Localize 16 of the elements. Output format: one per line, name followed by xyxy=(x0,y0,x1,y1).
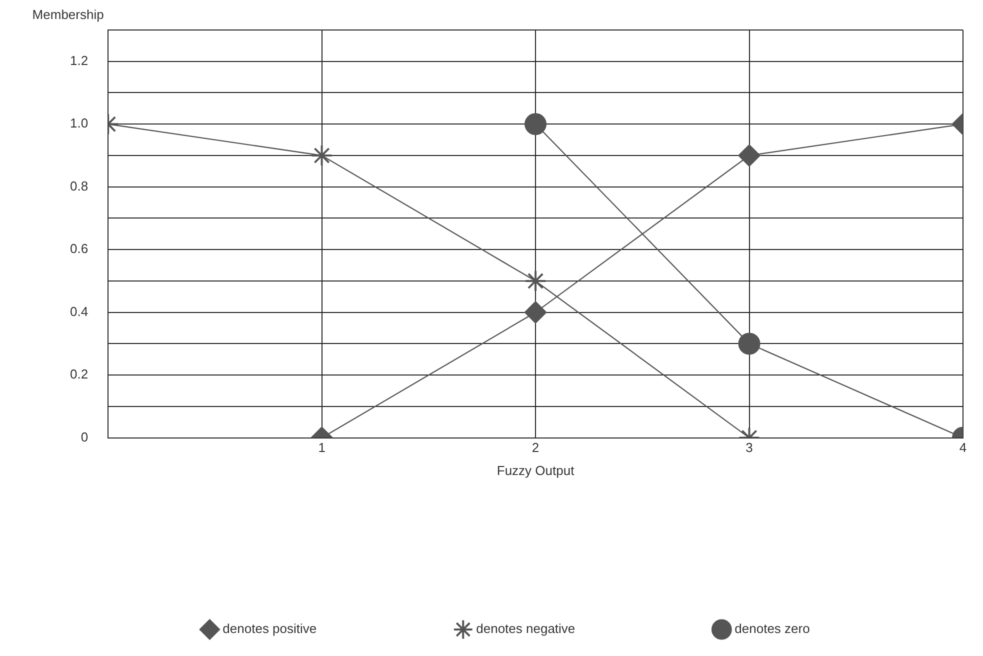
x-tick-label: 3 xyxy=(746,440,753,456)
x-axis-title: Fuzzy Output xyxy=(496,462,575,478)
legend-label: denotes positive xyxy=(222,621,317,636)
x-tick-label: 1 xyxy=(318,440,326,456)
y-tick-label: 1.0 xyxy=(70,116,88,131)
y-tick-label: 0.6 xyxy=(70,241,88,256)
y-axis-title: Membership xyxy=(32,7,104,22)
legend-label: denotes negative xyxy=(476,621,576,636)
x-tick-label: 4 xyxy=(959,440,967,456)
y-tick-label: 0.8 xyxy=(70,178,88,194)
legend-label: denotes zero xyxy=(734,621,810,636)
y-tick-label: 0.2 xyxy=(70,366,88,382)
y-tick-label: 0 xyxy=(80,429,88,444)
y-tick-label: 1.2 xyxy=(70,52,88,68)
x-tick-label: 2 xyxy=(532,440,540,456)
y-tick-label: 0.4 xyxy=(70,304,88,319)
